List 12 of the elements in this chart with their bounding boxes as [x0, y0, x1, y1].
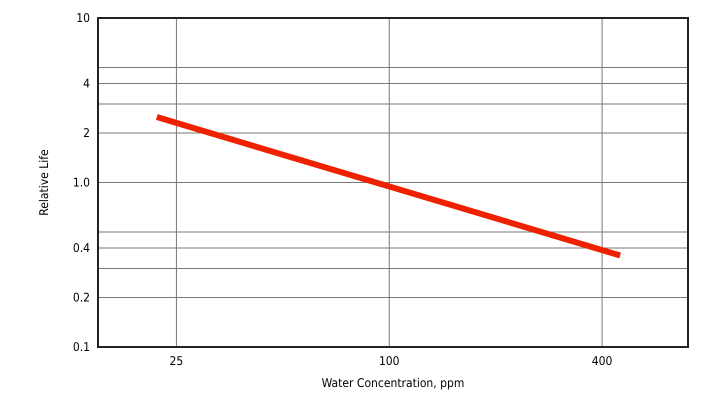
y-tick-label: 0.4	[72, 241, 90, 256]
x-tick-label: 400	[592, 354, 613, 368]
y-tick-label: 0.2	[72, 290, 90, 305]
x-axis-title: Water Concentration, ppm	[322, 376, 464, 390]
x-tick-label: 25	[170, 354, 184, 368]
y-axis-title: Relative Life	[37, 148, 51, 216]
y-tick-label: 4	[83, 76, 90, 91]
y-tick-label: 0.1	[72, 340, 90, 354]
y-tick-label: 10	[76, 11, 90, 26]
y-tick-label: 2	[83, 126, 90, 140]
text: 1.0	[72, 176, 90, 190]
x-tick-label: 100	[378, 354, 400, 368]
